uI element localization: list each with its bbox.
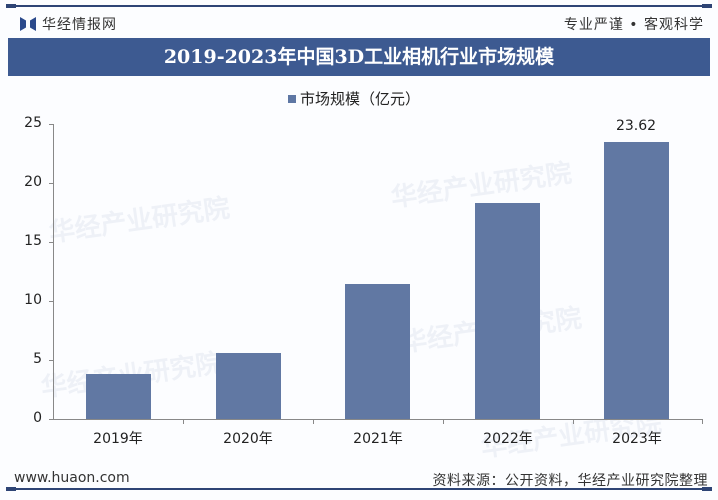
x-tick bbox=[702, 419, 703, 424]
y-tick bbox=[49, 183, 53, 184]
y-tick-label: 0 bbox=[33, 410, 42, 426]
y-tick-label: 5 bbox=[33, 351, 42, 367]
y-tick-label: 25 bbox=[24, 115, 42, 131]
x-tick-label: 2022年 bbox=[483, 431, 533, 447]
y-tick bbox=[49, 301, 53, 302]
x-tick bbox=[443, 419, 444, 424]
legend-label: 市场规模（亿元） bbox=[300, 90, 421, 108]
y-axis bbox=[53, 124, 54, 420]
bar-2022 bbox=[475, 203, 540, 419]
website-link[interactable]: www.huaon.com bbox=[14, 470, 130, 486]
bottom-rule bbox=[6, 487, 712, 491]
x-tick bbox=[183, 419, 184, 424]
x-tick bbox=[573, 419, 574, 424]
legend: 市场规模（亿元） bbox=[288, 88, 420, 109]
data-source: 资料来源：公开资料，华经产业研究院整理 bbox=[432, 473, 708, 489]
x-tick-label: 2019年 bbox=[93, 431, 143, 447]
y-tick bbox=[49, 419, 53, 420]
y-tick-label: 15 bbox=[24, 233, 42, 249]
data-label-2023: 23.62 bbox=[615, 118, 657, 134]
y-tick-label: 10 bbox=[24, 292, 42, 308]
legend-swatch-icon bbox=[288, 94, 296, 103]
bar-2021 bbox=[345, 284, 410, 419]
brand: 华经情报网 bbox=[20, 14, 117, 34]
brand-name: 华经情报网 bbox=[42, 17, 117, 33]
y-tick-label: 20 bbox=[24, 174, 42, 190]
y-tick bbox=[49, 360, 53, 361]
y-tick bbox=[49, 124, 53, 125]
chart-title: 2019-2023年中国3D工业相机行业市场规模 bbox=[8, 38, 710, 76]
x-tick bbox=[313, 419, 314, 424]
bar-2020 bbox=[216, 353, 281, 419]
bar-2023 bbox=[604, 142, 669, 419]
x-tick-label: 2021年 bbox=[353, 431, 403, 447]
x-axis bbox=[53, 419, 703, 420]
y-tick bbox=[49, 242, 53, 243]
slogan: 专业严谨 • 客观科学 bbox=[563, 17, 704, 33]
x-tick-label: 2023年 bbox=[612, 431, 662, 447]
top-rule bbox=[6, 4, 712, 8]
x-tick-label: 2020年 bbox=[223, 431, 273, 447]
bar-2019 bbox=[86, 374, 151, 419]
